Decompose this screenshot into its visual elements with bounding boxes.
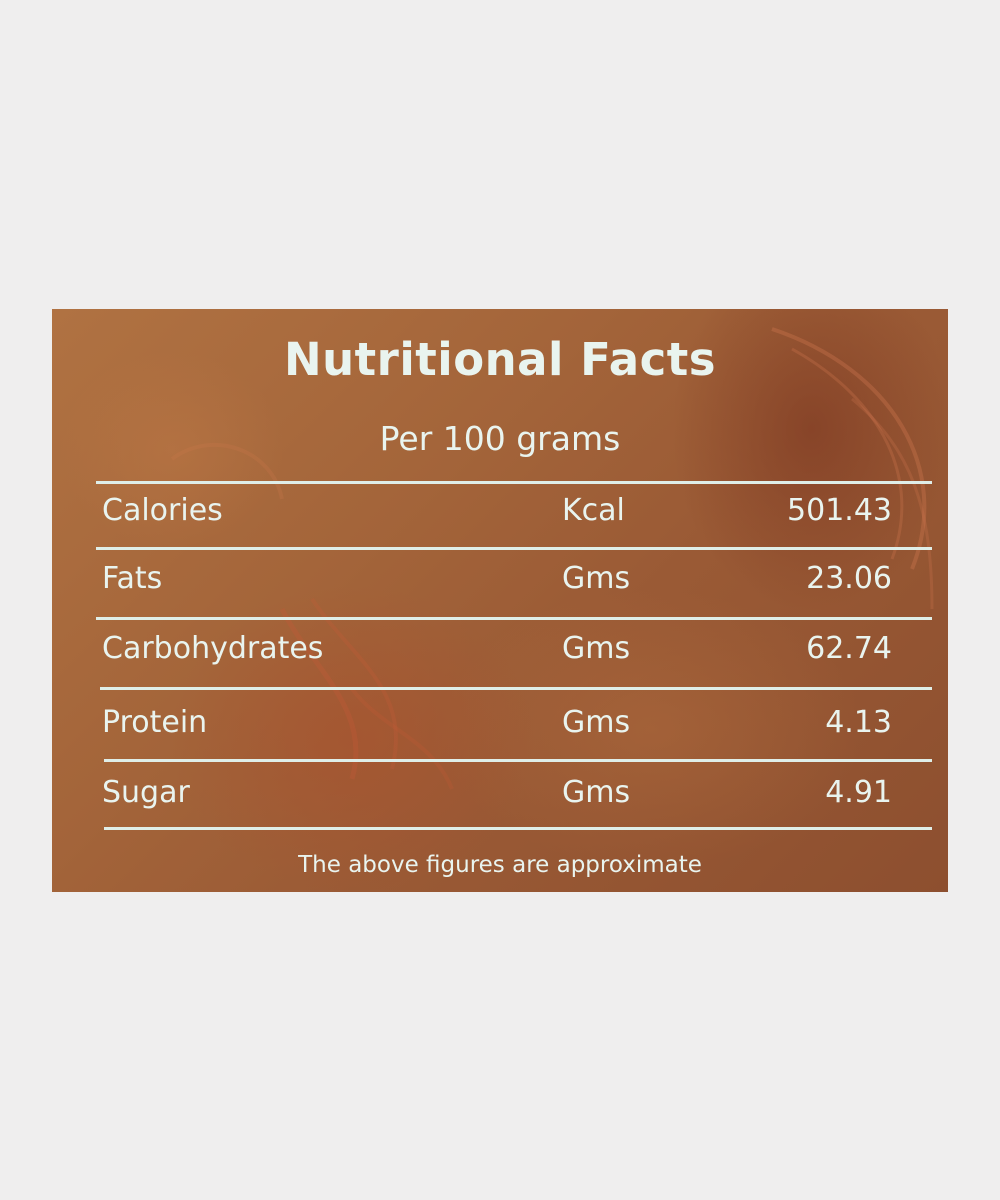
nutrient-unit: Gms [562,775,631,810]
label-footnote: The above figures are approximate [298,852,702,878]
nutrient-amount: 23.06 [806,561,892,596]
divider-line [104,827,932,830]
nutrient-row: Calories Kcal 501.43 [102,493,892,549]
nutrient-amount: 501.43 [787,493,892,528]
divider-line [100,687,932,690]
nutrient-row: Fats Gms 23.06 [102,561,892,617]
nutrient-amount: 62.74 [806,631,892,666]
divider-line [96,617,932,620]
nutrition-label: Nutritional Facts Per 100 grams Calories… [52,309,948,892]
nutrient-name: Carbohydrates [102,631,324,666]
nutrient-unit: Kcal [562,493,625,528]
nutrient-name: Fats [102,561,163,596]
nutrient-row: Sugar Gms 4.91 [102,775,892,831]
nutrient-unit: Gms [562,561,631,596]
label-title: Nutritional Facts [283,333,717,386]
nutrient-unit: Gms [562,631,631,666]
nutrient-name: Calories [102,493,223,528]
label-subtitle: Per 100 grams [379,419,621,458]
nutrient-amount: 4.91 [825,775,892,810]
nutrient-name: Protein [102,705,208,740]
divider-line [104,759,932,762]
divider-line [96,481,932,484]
nutrient-row: Protein Gms 4.13 [102,705,892,761]
nutrient-row: Carbohydrates Gms 62.74 [102,631,892,687]
divider-line [96,547,932,550]
nutrient-amount: 4.13 [825,705,892,740]
nutrient-name: Sugar [102,775,190,810]
nutrient-unit: Gms [562,705,631,740]
